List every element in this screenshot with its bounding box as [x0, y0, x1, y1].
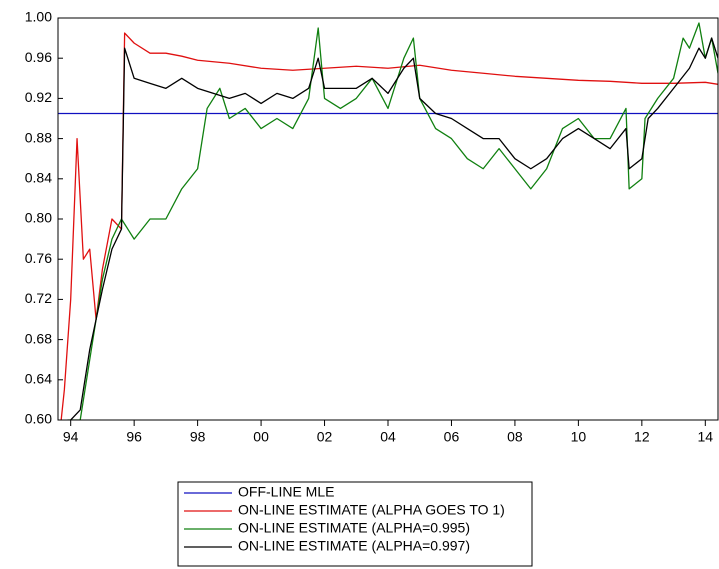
- legend-label: ON-LINE ESTIMATE (ALPHA GOES TO 1): [238, 502, 505, 518]
- x-tick-label: 00: [253, 429, 269, 445]
- y-tick-label: 0.60: [25, 411, 52, 427]
- x-tick-label: 08: [507, 429, 523, 445]
- plot-frame: [57, 17, 719, 421]
- series-line: [60, 32, 718, 420]
- legend-box: [177, 481, 533, 567]
- y-tick-label: 0.64: [25, 371, 52, 387]
- y-tick-label: 0.72: [25, 290, 52, 306]
- series-line: [67, 22, 718, 420]
- y-tick-label: 0.68: [25, 330, 52, 346]
- y-tick-label: 0.96: [25, 49, 52, 65]
- x-tick-label: 04: [380, 429, 396, 445]
- y-tick-label: 0.88: [25, 129, 52, 145]
- legend-label: OFF-LINE MLE: [238, 484, 334, 500]
- y-tick-label: 1.00: [25, 9, 52, 25]
- series-line: [70, 37, 718, 420]
- legend-label: ON-LINE ESTIMATE (ALPHA=0.997): [238, 538, 470, 554]
- x-tick-label: 12: [634, 429, 650, 445]
- x-tick-label: 10: [571, 429, 587, 445]
- x-tick-label: 02: [317, 429, 333, 445]
- x-tick-label: 94: [63, 429, 79, 445]
- y-tick-label: 0.84: [25, 170, 52, 186]
- x-tick-label: 96: [126, 429, 142, 445]
- y-tick-label: 0.80: [25, 210, 52, 226]
- y-tick-label: 0.76: [25, 250, 52, 266]
- x-tick-label: 14: [698, 429, 714, 445]
- x-tick-label: 98: [190, 429, 206, 445]
- y-tick-label: 0.92: [25, 89, 52, 105]
- legend-label: ON-LINE ESTIMATE (ALPHA=0.995): [238, 520, 470, 536]
- x-tick-label: 06: [444, 429, 460, 445]
